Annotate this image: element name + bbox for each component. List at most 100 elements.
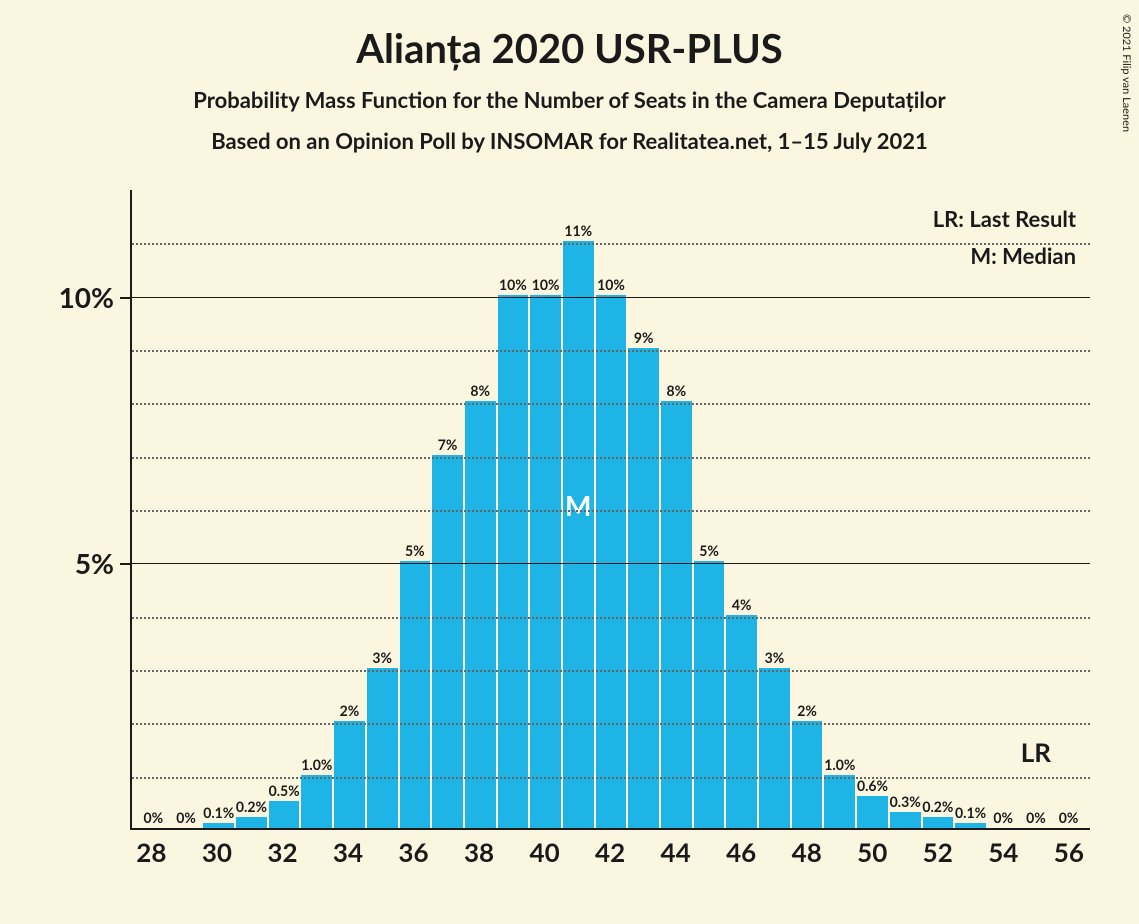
y-tick xyxy=(120,563,132,565)
bars-container: 0%0%0.1%0.2%0.5%1.0%2%3%5%7%8%10%10%11%M… xyxy=(132,190,1090,828)
grid-minor-line xyxy=(132,670,1090,672)
x-axis-tick-label: 52 xyxy=(922,836,953,868)
bar-slot: 0% xyxy=(988,190,1019,828)
median-marker: M xyxy=(565,488,591,522)
bar-slot: 0.3% xyxy=(890,190,921,828)
bar-slot: 2% xyxy=(334,190,365,828)
y-axis-label: 10% xyxy=(59,280,114,314)
bar-value-label: 2% xyxy=(340,702,360,721)
bar: 0.1% xyxy=(203,823,234,828)
bar-value-label: 0.1% xyxy=(955,804,986,823)
grid-major-line xyxy=(132,297,1090,298)
bar: 0.1% xyxy=(955,823,986,828)
bar-value-label: 0% xyxy=(144,809,164,828)
y-tick xyxy=(120,297,132,299)
bar: 10% xyxy=(530,295,561,828)
x-axis-tick-label: 28 xyxy=(136,836,167,868)
y-axis-label: 5% xyxy=(75,546,114,580)
bar: 0.3% xyxy=(890,812,921,828)
bar-value-label: 0% xyxy=(1026,809,1046,828)
x-axis-tick-label: 36 xyxy=(398,836,429,868)
bar-value-label: 10% xyxy=(532,276,560,295)
lr-marker: LR xyxy=(1021,736,1051,768)
bar: 4% xyxy=(726,615,757,828)
x-axis-tick-label xyxy=(627,836,658,868)
grid-minor-line xyxy=(132,403,1090,405)
bar-slot: 4% xyxy=(726,190,757,828)
bar-slot: 10% xyxy=(498,190,529,828)
bar: 1.0% xyxy=(301,775,332,828)
x-axis-tick-label xyxy=(955,836,986,868)
bar-slot: 9% xyxy=(628,190,659,828)
chart-area: LR: Last Result M: Median 0%0%0.1%0.2%0.… xyxy=(40,190,1100,880)
bar-value-label: 5% xyxy=(405,542,425,561)
x-axis-tick-label xyxy=(496,836,527,868)
bar-value-label: 8% xyxy=(470,382,490,401)
grid-major-line xyxy=(132,563,1090,564)
bar: 5% xyxy=(694,561,725,828)
x-axis-tick-label xyxy=(890,836,921,868)
bar-value-label: 0.2% xyxy=(236,798,267,817)
x-axis-tick-label: 46 xyxy=(726,836,757,868)
x-axis-tick-label: 54 xyxy=(988,836,1019,868)
x-axis-tick-label: 32 xyxy=(267,836,298,868)
bar-slot: 0.5% xyxy=(269,190,300,828)
x-axis-tick-label xyxy=(562,836,593,868)
bar-slot: 1.0% xyxy=(824,190,855,828)
bar-slot: 5% xyxy=(400,190,431,828)
bar-slot: 8% xyxy=(465,190,496,828)
bar: 3% xyxy=(759,668,790,828)
bar-slot: 0% xyxy=(138,190,169,828)
bar-slot: 0.6% xyxy=(857,190,888,828)
bar: 10% xyxy=(498,295,529,828)
grid-minor-line xyxy=(132,777,1090,779)
x-axis-tick-label: 40 xyxy=(529,836,560,868)
grid-minor-line xyxy=(132,243,1090,245)
bar: 9% xyxy=(628,348,659,828)
x-axis-tick-label: 48 xyxy=(791,836,822,868)
copyright-text: © 2021 Filip van Laenen xyxy=(1120,14,1133,132)
x-axis-tick-label xyxy=(300,836,331,868)
bar-value-label: 9% xyxy=(634,329,654,348)
bar-slot: 8% xyxy=(661,190,692,828)
bar: 11%M xyxy=(563,241,594,828)
grid-minor-line xyxy=(132,617,1090,619)
bar-slot: 0.2% xyxy=(923,190,954,828)
x-axis-tick-label xyxy=(693,836,724,868)
chart-subtitle-2: Based on an Opinion Poll by INSOMAR for … xyxy=(0,127,1139,154)
bar-value-label: 1.0% xyxy=(301,756,332,775)
bar-slot: 11%M xyxy=(563,190,594,828)
bar: 2% xyxy=(334,721,365,828)
x-axis-tick-label: 34 xyxy=(333,836,364,868)
bar-slot: 3% xyxy=(367,190,398,828)
bar-value-label: 10% xyxy=(597,276,625,295)
plot-area: LR: Last Result M: Median 0%0%0.1%0.2%0.… xyxy=(130,190,1090,830)
bar: 5% xyxy=(400,561,431,828)
bar-slot: 0.1% xyxy=(955,190,986,828)
x-axis-tick-label: 50 xyxy=(857,836,888,868)
bar-slot: 3% xyxy=(759,190,790,828)
bar-value-label: 5% xyxy=(699,542,719,561)
bar: 0.2% xyxy=(236,817,267,828)
bar: 0.6% xyxy=(857,796,888,828)
bar-value-label: 0% xyxy=(993,809,1013,828)
x-axis-tick-label: 38 xyxy=(464,836,495,868)
bar-value-label: 0.1% xyxy=(203,804,234,823)
bar-slot: 10% xyxy=(530,190,561,828)
bar-slot: 0% xyxy=(1053,190,1084,828)
bar-value-label: 0.5% xyxy=(269,782,300,801)
x-axis-tick-label: 42 xyxy=(595,836,626,868)
x-axis-tick-label xyxy=(431,836,462,868)
bar-slot: 0.2% xyxy=(236,190,267,828)
x-axis-tick-label: 56 xyxy=(1053,836,1084,868)
bar: 8% xyxy=(465,401,496,828)
chart-title: Alianța 2020 USR-PLUS xyxy=(0,0,1139,72)
x-axis-tick-label xyxy=(824,836,855,868)
bar: 0.2% xyxy=(923,817,954,828)
x-axis-tick-label xyxy=(365,836,396,868)
bar-slot: 7% xyxy=(432,190,463,828)
bar: 8% xyxy=(661,401,692,828)
bar-value-label: 8% xyxy=(667,382,687,401)
bar-value-label: 0.6% xyxy=(857,777,888,796)
bar: 10% xyxy=(596,295,627,828)
